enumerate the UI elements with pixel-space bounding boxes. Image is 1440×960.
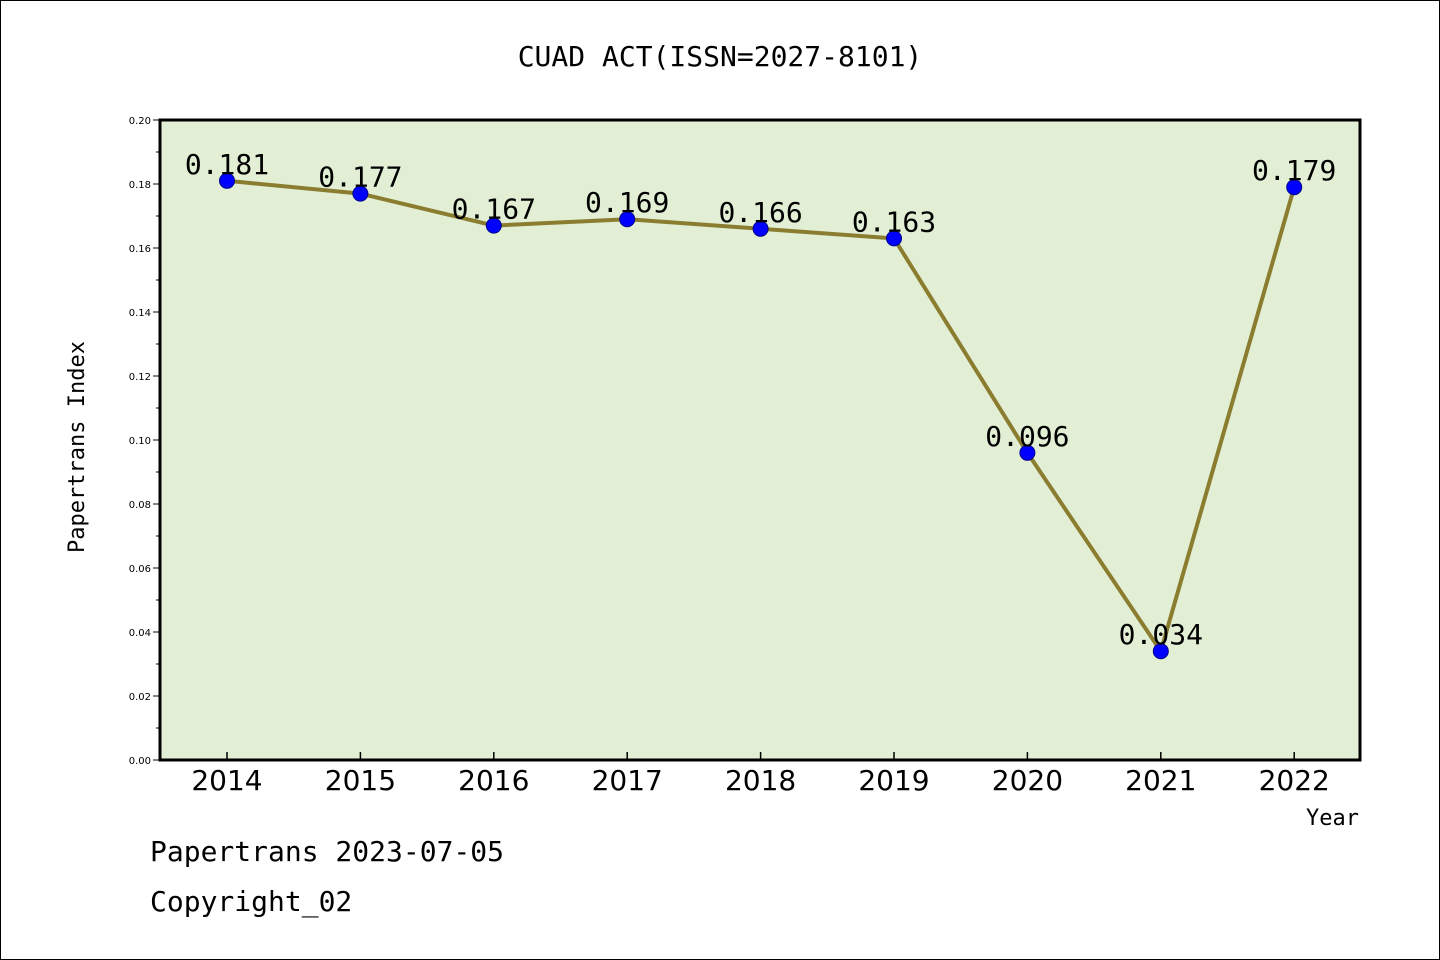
- data-point: [1019, 444, 1036, 461]
- data-label: 0.177: [318, 161, 402, 194]
- x-tick-label: 2018: [725, 764, 796, 797]
- y-tick-label: 0.12: [129, 372, 151, 383]
- series-markers: [219, 172, 1303, 660]
- x-tick-label: 2020: [992, 764, 1063, 797]
- y-tick-label: 0.08: [129, 500, 151, 511]
- data-label: 0.034: [1119, 618, 1203, 651]
- footer-date-text: Papertrans 2023-07-05: [150, 835, 505, 868]
- footer-copyright-text: Copyright_02: [150, 885, 353, 918]
- y-tick-label: 0.14: [129, 308, 151, 319]
- x-tick-label: 2022: [1259, 764, 1330, 797]
- chart-title: CUAD ACT(ISSN=2027-8101): [518, 40, 923, 73]
- y-tick-label: 0.16: [129, 244, 151, 255]
- y-tick-label: 0.10: [129, 436, 151, 447]
- data-label: 0.179: [1252, 154, 1336, 187]
- data-point: [886, 230, 902, 247]
- data-point: [619, 211, 636, 228]
- data-point: [1286, 179, 1303, 196]
- data-label: 0.096: [985, 420, 1069, 453]
- y-tick-label: 0.20: [129, 116, 151, 127]
- x-tick-label: 2019: [858, 764, 929, 797]
- data-point: [485, 217, 502, 234]
- y-tick-label: 0.18: [129, 180, 151, 191]
- data-label: 0.181: [185, 148, 269, 181]
- x-tick-label: 2014: [191, 764, 262, 797]
- data-point: [219, 172, 235, 189]
- data-labels: 0.181 0.177 0.167 0.169 0.166 0.163 0.096 0.034…: [185, 148, 1336, 651]
- x-tick-label: 2017: [592, 764, 663, 797]
- y-tick-label: 0.02: [129, 692, 151, 703]
- x-axis-label: Year: [1306, 806, 1359, 831]
- y-tick-label: 0.04: [129, 628, 151, 639]
- data-label: 0.163: [852, 205, 936, 238]
- y-axis-label: Papertrans Index: [65, 341, 90, 553]
- x-tick-label: 2015: [325, 764, 396, 797]
- y-axis: 0.00 0.02 0.04 0.06 0.08 0.10 0.12 0.14 0.16 0.18…: [129, 116, 160, 767]
- data-label: 0.166: [718, 196, 802, 229]
- x-axis: 2014 2015 2016 2017 2018 2019 2020 2021 2022: [191, 752, 1330, 797]
- y-tick-label: 0.06: [129, 564, 151, 575]
- data-point: [752, 220, 769, 237]
- data-point: [352, 185, 369, 202]
- y-tick-label: 0.00: [129, 756, 151, 767]
- data-point: [1152, 643, 1169, 660]
- x-tick-label: 2016: [458, 764, 529, 797]
- data-label: 0.169: [585, 186, 669, 219]
- data-label: 0.167: [452, 193, 536, 226]
- x-tick-label: 2021: [1125, 764, 1196, 797]
